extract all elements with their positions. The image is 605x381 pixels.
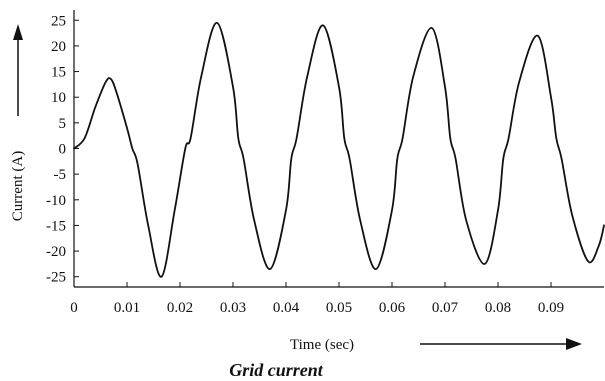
x-tick-label: 0 <box>70 300 78 316</box>
y-tick-label: 0 <box>59 142 67 158</box>
x-tick-label: 0.04 <box>273 300 300 316</box>
y-axis-arrow-head <box>13 24 23 40</box>
x-axis-label: Time (sec) <box>290 337 354 353</box>
x-tick-label: 0.09 <box>538 300 564 316</box>
x-tick-label: 0.02 <box>167 300 193 316</box>
y-axis-label: Current (A) <box>10 151 26 221</box>
x-tick-label: 0.08 <box>485 300 511 316</box>
x-axis-arrow-head <box>566 338 582 350</box>
y-tick-label: -5 <box>54 167 67 183</box>
series-layer <box>73 21 605 278</box>
y-tick-label: -15 <box>46 218 66 234</box>
y-tick-label: 5 <box>59 116 67 132</box>
axes <box>73 10 604 288</box>
y-tick-label: 10 <box>51 90 66 106</box>
y-tick-label: 25 <box>51 13 66 29</box>
figure-caption: Grid current <box>229 360 324 380</box>
y-tick-label: -20 <box>46 244 66 260</box>
x-tick-label: 0.03 <box>220 300 246 316</box>
x-tick-label: 0.05 <box>326 300 352 316</box>
x-tick-label: 0.01 <box>114 300 140 316</box>
y-tick-label: -25 <box>46 270 66 286</box>
series-line-0 <box>73 21 605 278</box>
x-tick-label: 0.06 <box>379 300 406 316</box>
x-tick-label: 0.07 <box>432 300 459 316</box>
y-tick-label: 15 <box>51 65 66 81</box>
y-tick-label: 20 <box>51 39 66 55</box>
labels: Current (A) Time (sec) Grid current <box>10 24 582 380</box>
y-tick-label: -10 <box>46 193 66 209</box>
